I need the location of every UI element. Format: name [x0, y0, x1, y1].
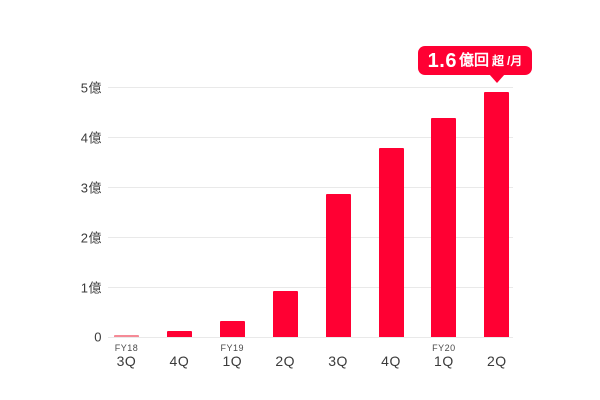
fiscal-year-label: FY18 — [114, 343, 139, 353]
x-tick-label: 4Q — [381, 343, 401, 369]
bar — [378, 147, 404, 337]
y-tick-label: 1億 — [80, 280, 102, 296]
quarter-label: 3Q — [328, 353, 348, 369]
bar — [325, 194, 351, 337]
y-tick-label: 4億 — [80, 130, 102, 146]
badge-pointer-icon — [489, 74, 505, 83]
quarter-label: 4Q — [381, 353, 401, 369]
annotation-number: 1.6 — [427, 49, 457, 72]
fiscal-year-label: FY19 — [220, 343, 245, 353]
x-tick-label: FY18 3Q — [115, 343, 139, 369]
annotation-over: 超 — [491, 53, 504, 68]
x-tick-label: FY19 1Q — [221, 343, 245, 369]
y-tick-label: 2億 — [80, 230, 102, 246]
gridline — [108, 237, 513, 238]
x-tick-label: 3Q — [328, 343, 348, 369]
gridline — [108, 87, 513, 88]
bar — [114, 335, 139, 337]
bar — [484, 91, 510, 337]
quarter-label: 4Q — [169, 353, 190, 369]
x-tick-label: FY20 1Q — [432, 343, 456, 369]
bar — [431, 117, 457, 337]
annotation-badge: 1.6 億回 超 /月 — [418, 46, 532, 83]
gridline — [108, 337, 513, 338]
quarter-label: 2Q — [275, 353, 296, 369]
annotation-per: /月 — [507, 53, 523, 68]
y-tick-label: 3億 — [80, 180, 102, 196]
bar — [272, 291, 298, 337]
bar — [166, 330, 192, 337]
bar — [219, 321, 245, 337]
quarter-label: 1Q — [222, 353, 243, 369]
gridline — [108, 287, 513, 288]
y-tick-label: 0 — [94, 329, 102, 345]
x-axis-labels: FY18 3Q 4Q FY19 1Q 2Q 3Q 4Q FY20 1Q 2Q — [108, 343, 513, 375]
x-tick-label: 2Q — [275, 343, 295, 369]
plot-area — [108, 87, 513, 338]
gridline — [108, 187, 513, 188]
fiscal-year-label: FY20 — [432, 343, 456, 353]
gridline — [108, 137, 513, 138]
quarter-label: 1Q — [434, 353, 454, 369]
quarter-label: 3Q — [116, 353, 137, 369]
annotation-unit: 億回 — [458, 52, 489, 69]
x-tick-label: 4Q — [170, 343, 190, 369]
x-tick-label: 2Q — [487, 343, 507, 369]
quarter-label: 2Q — [486, 353, 507, 369]
y-tick-label: 5億 — [80, 80, 102, 96]
